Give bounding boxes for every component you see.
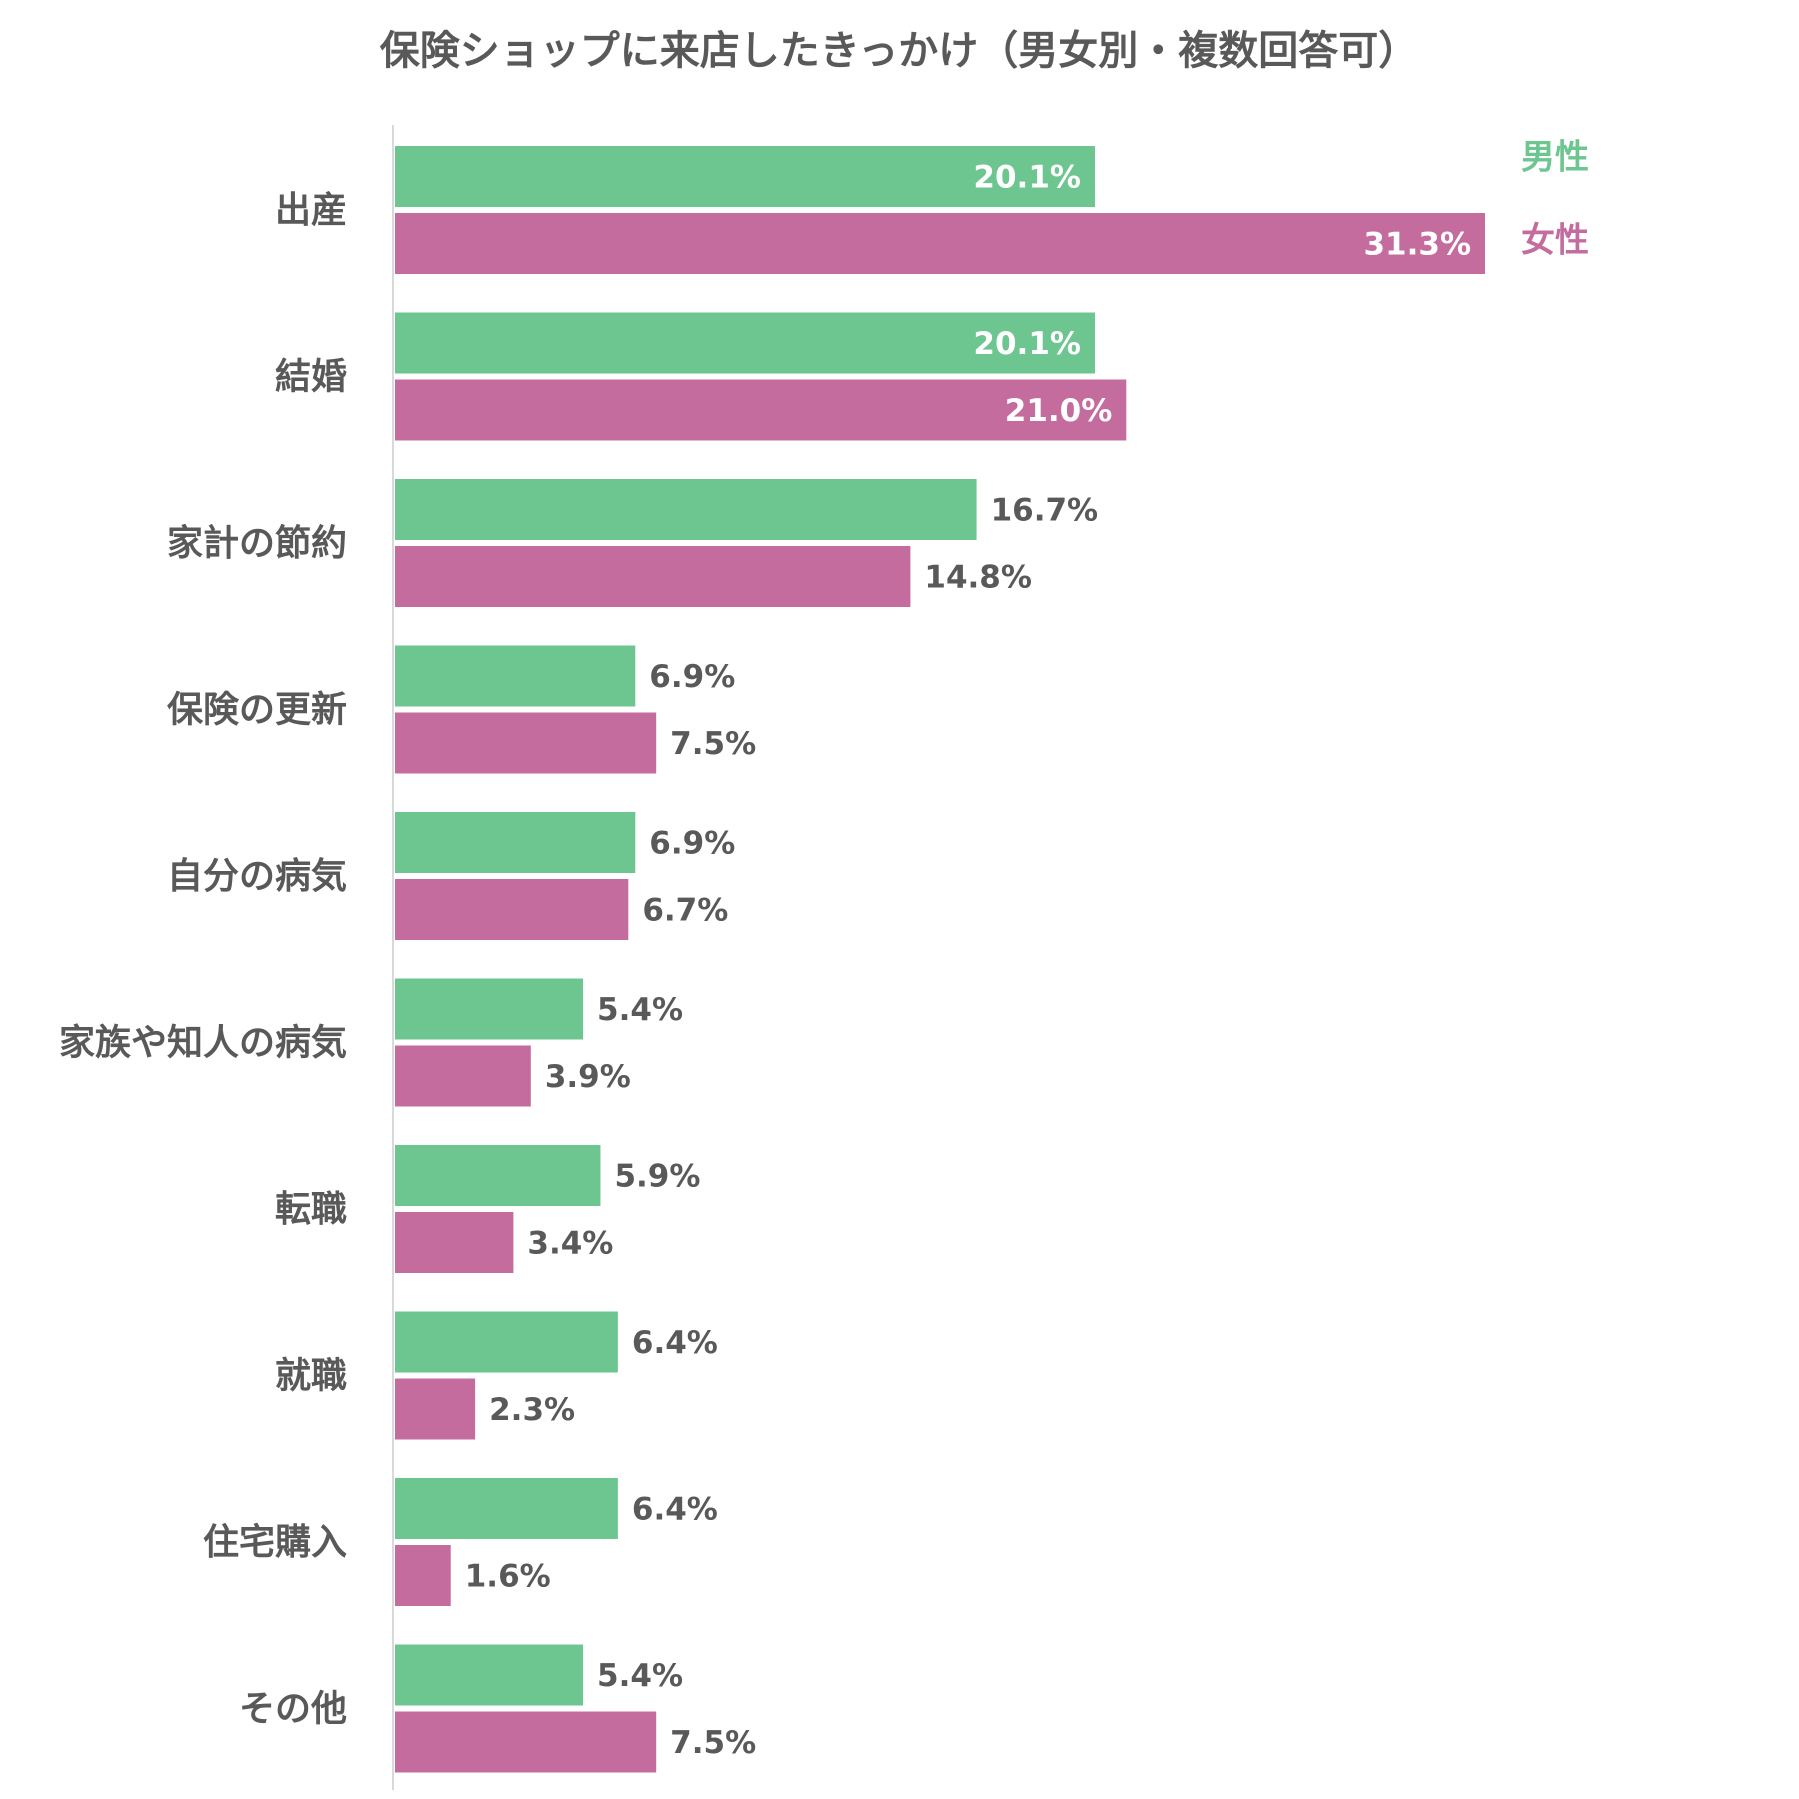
bar-male	[395, 1145, 601, 1206]
value-label: 14.8%	[924, 560, 1032, 596]
bar-female	[395, 1378, 476, 1440]
category-label: その他	[239, 1689, 347, 1730]
value-label: 3.4%	[527, 1226, 613, 1262]
value-label: 31.3%	[1363, 227, 1471, 263]
bar-female	[395, 712, 657, 774]
value-label: 6.7%	[642, 893, 728, 929]
bar-female	[395, 1545, 451, 1606]
bar-male	[395, 146, 1095, 207]
bar-male	[395, 312, 1095, 374]
value-label: 3.9%	[545, 1059, 631, 1095]
chart-title: 保険ショップに来店したきっかけ（男女別・複数回答可）	[380, 28, 1418, 74]
bar-female	[395, 879, 629, 940]
bars-layer	[395, 146, 1485, 1773]
value-label: 21.0%	[1005, 393, 1113, 429]
value-label: 1.6%	[465, 1559, 551, 1595]
value-label: 7.5%	[670, 1725, 756, 1761]
value-label: 5.9%	[614, 1159, 700, 1195]
category-label: 住宅購入	[203, 1521, 347, 1563]
category-label: 転職	[275, 1189, 347, 1230]
bar-male	[395, 479, 977, 540]
value-label: 2.3%	[489, 1392, 575, 1428]
value-label: 5.4%	[597, 992, 683, 1028]
legend-item-male: 男性	[1521, 138, 1589, 178]
bar-female	[395, 1045, 531, 1107]
bar-female	[395, 1212, 514, 1273]
value-label: 16.7%	[991, 493, 1099, 529]
value-label: 6.9%	[649, 826, 735, 862]
category-label: 結婚	[275, 357, 347, 398]
bar-male	[395, 1311, 618, 1373]
value-label: 20.1%	[973, 160, 1081, 196]
bar-male	[395, 1478, 618, 1539]
category-label: 家族や知人の病気	[59, 1023, 347, 1064]
bar-male	[395, 978, 584, 1040]
bar-female	[395, 379, 1127, 441]
category-label: 出産	[275, 190, 347, 231]
value-labels: 20.1% 31.3% 20.1% 21.0% 16.7% 14.8% 6.9% 7.5% 6.…	[465, 160, 1471, 1762]
category-label: 就職	[275, 1356, 347, 1397]
value-label: 6.4%	[632, 1492, 718, 1528]
value-label: 20.1%	[973, 326, 1081, 362]
value-label: 6.4%	[632, 1325, 718, 1361]
category-label: 保険の更新	[167, 690, 347, 731]
bar-male	[395, 645, 636, 707]
category-label: 自分の病気	[167, 856, 347, 897]
value-label: 5.4%	[597, 1658, 683, 1694]
bar-female	[395, 1711, 657, 1773]
bar-male	[395, 1644, 584, 1706]
bar-male	[395, 812, 636, 873]
value-label: 7.5%	[670, 726, 756, 762]
value-label: 6.9%	[649, 659, 735, 695]
bar-female	[395, 213, 1485, 274]
legend-item-female: 女性	[1521, 221, 1589, 261]
bar-female	[395, 546, 911, 607]
category-label: 家計の節約	[167, 523, 347, 564]
